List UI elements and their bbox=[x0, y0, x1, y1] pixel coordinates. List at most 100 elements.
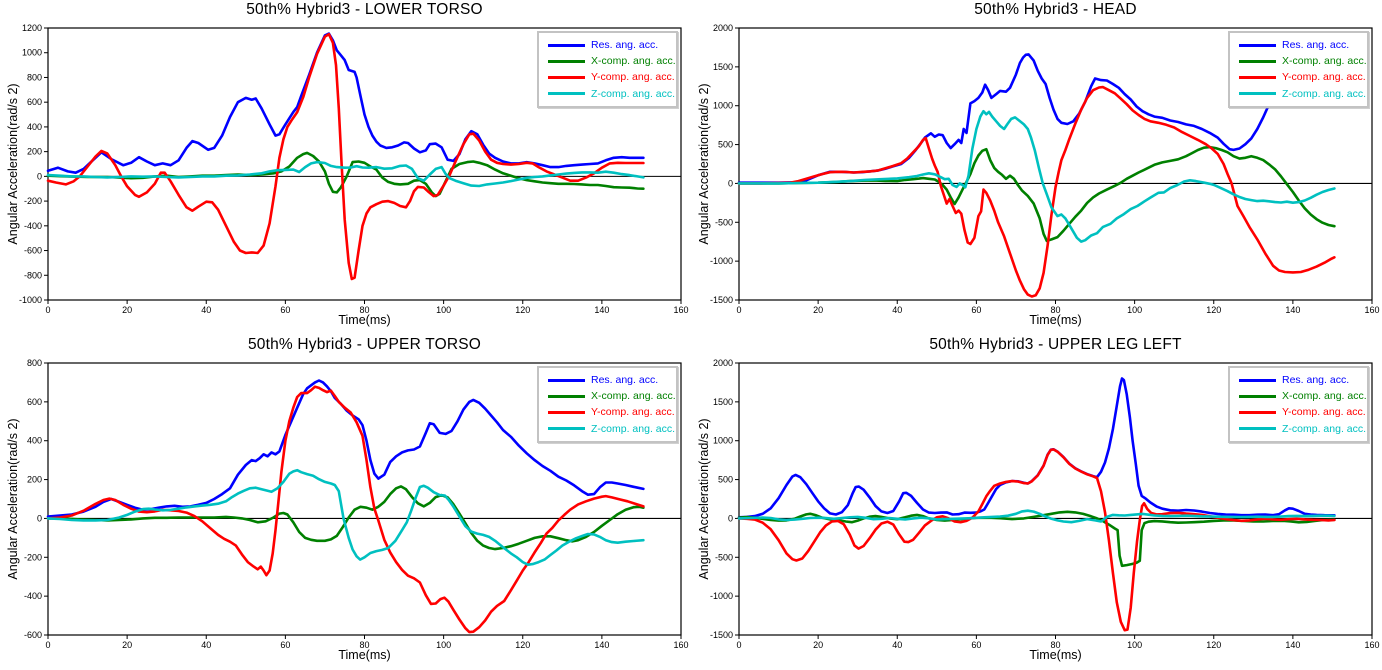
legend-row-z: Z-comp. ang. acc. bbox=[1239, 87, 1367, 100]
x-tick-label: 80 bbox=[359, 305, 369, 315]
series-line-res bbox=[737, 53, 1281, 184]
chart-title: 50th% Hybrid3 - LOWER TORSO bbox=[246, 1, 483, 18]
y-tick-label: 200 bbox=[27, 147, 42, 157]
y-tick-label: -600 bbox=[24, 246, 42, 256]
y-tick-label: 2000 bbox=[713, 23, 733, 33]
legend-row-x: X-comp. ang. acc. bbox=[548, 56, 676, 67]
y-tick-label: 600 bbox=[27, 397, 42, 407]
legend-line-swatch-y bbox=[548, 411, 585, 415]
legend-label-z: Z-comp. ang. acc. bbox=[1282, 87, 1367, 100]
x-tick-label: 100 bbox=[1127, 640, 1142, 650]
x-tick-label: 100 bbox=[1127, 305, 1142, 315]
y-tick-label: -1000 bbox=[19, 295, 42, 305]
x-tick-label: 20 bbox=[813, 640, 823, 650]
y-tick-label: -1000 bbox=[710, 256, 733, 266]
legend-line-swatch-res bbox=[548, 378, 585, 382]
legend-row-res: Res. ang. acc. bbox=[548, 40, 674, 51]
x-tick-label: 100 bbox=[436, 305, 451, 315]
x-axis-label: Time(ms) bbox=[338, 313, 391, 327]
legend-label-z: Z-comp. ang. acc. bbox=[1282, 422, 1367, 435]
x-axis-label: Time(ms) bbox=[1029, 648, 1082, 662]
legend-label-x: X-comp. ang. acc. bbox=[1282, 390, 1367, 403]
series-line-z bbox=[737, 109, 1336, 243]
chart-title: 50th% Hybrid3 - UPPER TORSO bbox=[247, 336, 482, 353]
x-tick-label: 40 bbox=[201, 305, 211, 315]
x-axis-label: Time(ms) bbox=[338, 648, 391, 662]
x-tick-label: 100 bbox=[436, 640, 451, 650]
legend: Res. ang. acc. X-comp. ang. acc. Y-comp. a… bbox=[1228, 31, 1369, 108]
y-axis-label: Angular Acceleration(rad/s 2) bbox=[6, 83, 20, 245]
x-tick-label: 80 bbox=[1050, 305, 1060, 315]
x-tick-label: 20 bbox=[813, 305, 823, 315]
legend-row-z: Z-comp. ang. acc. bbox=[1239, 422, 1367, 435]
legend-row-x: X-comp. ang. acc. bbox=[1239, 55, 1367, 68]
x-tick-label: 80 bbox=[1050, 640, 1060, 650]
legend-label-z: Z-comp. ang. acc. bbox=[591, 422, 676, 435]
series-line-x bbox=[737, 145, 1336, 243]
legend-line-swatch-x bbox=[1239, 59, 1276, 63]
series-line-z bbox=[46, 468, 645, 566]
y-tick-label: -800 bbox=[24, 270, 42, 280]
x-tick-label: 60 bbox=[280, 640, 290, 650]
legend-label-x: X-comp. ang. acc. bbox=[1282, 55, 1367, 68]
series-line-z bbox=[46, 160, 645, 188]
x-tick-label: 40 bbox=[201, 640, 211, 650]
legend-line-swatch-res bbox=[1239, 43, 1276, 47]
y-tick-label: -1000 bbox=[710, 591, 733, 601]
y-tick-label: 800 bbox=[27, 358, 42, 368]
y-tick-label: 400 bbox=[27, 122, 42, 132]
y-axis-label: Angular Acceleration(rad/s 2) bbox=[697, 83, 711, 245]
legend-row-y: Y-comp. ang. acc. bbox=[548, 72, 675, 83]
y-tick-label: -500 bbox=[715, 552, 733, 562]
y-tick-label: -500 bbox=[715, 217, 733, 227]
series-line-y bbox=[737, 85, 1336, 298]
x-tick-label: 60 bbox=[971, 305, 981, 315]
series-line-y bbox=[737, 448, 1336, 632]
x-tick-label: 140 bbox=[1285, 640, 1300, 650]
y-tick-label: 1500 bbox=[713, 62, 733, 72]
legend: Res. ang. acc. X-comp. ang. acc. Y-comp. a… bbox=[537, 366, 678, 443]
plot-area-lower-torso: 0 20 40 60 80 100 120 140 160 -1000 -800 -600 -400 -2… bbox=[19, 23, 689, 315]
y-tick-label: 1200 bbox=[22, 23, 42, 33]
y-tick-label: -400 bbox=[24, 591, 42, 601]
chart-panel-upper-torso: 0 20 40 60 80 100 120 140 160 -600 -400 -200 0 200 400… bbox=[0, 335, 691, 670]
legend-label-y: Y-comp. ang. acc. bbox=[1282, 406, 1366, 419]
series-line-x bbox=[46, 485, 645, 551]
plot-area-upper-torso: 0 20 40 60 80 100 120 140 160 -600 -400 -200 0 200 400… bbox=[24, 358, 689, 650]
legend-line-swatch-y bbox=[1239, 411, 1276, 415]
legend-label-res: Res. ang. acc. bbox=[591, 373, 659, 386]
legend-line-swatch-y bbox=[1239, 76, 1276, 80]
x-tick-label: 120 bbox=[515, 640, 530, 650]
chart-panel-lower-torso: 0 20 40 60 80 100 120 140 160 -1000 -800 -600 -400 -2… bbox=[0, 0, 691, 335]
x-tick-label: 40 bbox=[892, 640, 902, 650]
legend-line-swatch-y bbox=[548, 76, 585, 80]
x-tick-label: 140 bbox=[594, 640, 609, 650]
y-tick-label: -400 bbox=[24, 221, 42, 231]
legend-line-swatch-x bbox=[548, 59, 585, 63]
series-line-z bbox=[737, 509, 1336, 524]
legend-label-z: Z-comp. ang. acc. bbox=[591, 87, 676, 100]
legend-line-swatch-x bbox=[1239, 394, 1276, 398]
legend-row-y: Y-comp. ang. acc. bbox=[548, 407, 675, 418]
chart-panel-upper-leg-left: 0 20 40 60 80 100 120 140 160 -1500 -1000 -500 0 500 1… bbox=[691, 335, 1382, 670]
y-tick-label: 2000 bbox=[713, 358, 733, 368]
y-tick-label: 1000 bbox=[713, 101, 733, 111]
legend: Res. ang. acc. X-comp. ang. acc. Y-comp. a… bbox=[537, 31, 678, 108]
series-line-y bbox=[46, 32, 645, 281]
x-tick-label: 0 bbox=[45, 640, 50, 650]
legend-label-res: Res. ang. acc. bbox=[1282, 38, 1350, 51]
legend-line-swatch-res bbox=[548, 43, 585, 47]
x-tick-label: 160 bbox=[673, 305, 688, 315]
legend-row-y: Y-comp. ang. acc. bbox=[1239, 406, 1366, 419]
x-tick-label: 80 bbox=[359, 640, 369, 650]
x-tick-label: 160 bbox=[1364, 305, 1379, 315]
plot-area-head: 0 20 40 60 80 100 120 140 160 -1500 -1000 -500 0 500 1… bbox=[710, 23, 1380, 315]
y-axis-label: Angular Acceleration(rad/s 2) bbox=[697, 418, 711, 580]
y-tick-label: 400 bbox=[27, 436, 42, 446]
legend-line-swatch-z bbox=[1239, 427, 1276, 431]
legend-label-res: Res. ang. acc. bbox=[591, 38, 659, 51]
x-tick-label: 60 bbox=[280, 305, 290, 315]
legend-row-res: Res. ang. acc. bbox=[548, 375, 674, 386]
y-tick-label: 0 bbox=[728, 513, 733, 523]
legend-line-swatch-res bbox=[1239, 378, 1276, 382]
